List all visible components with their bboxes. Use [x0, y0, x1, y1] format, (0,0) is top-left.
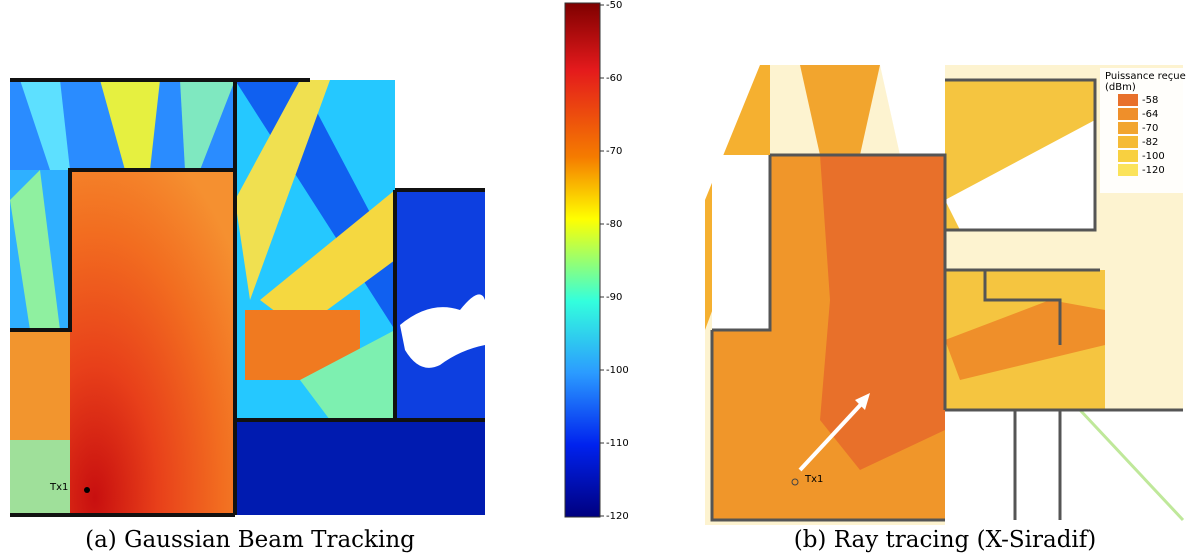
legend-swatch	[1118, 108, 1138, 120]
legend-label: -100	[1142, 151, 1165, 162]
tick-label: -110	[606, 438, 629, 449]
tick-label: -90	[606, 292, 622, 303]
legend-unit: (dBm)	[1105, 82, 1136, 93]
legend-swatch	[1118, 136, 1138, 148]
caption: (b) Ray tracing (X-Siradif)	[794, 527, 1097, 553]
tick-label: -70	[606, 146, 622, 157]
legend-swatch	[1118, 122, 1138, 134]
colorbar	[564, 2, 601, 518]
legend: -58 -64 -70 -82 -100 -120	[1118, 94, 1165, 176]
legend-title: Puissance reçue	[1105, 71, 1186, 82]
tick-label: -80	[606, 219, 622, 230]
tx-label: Tx1	[804, 474, 823, 485]
legend-swatch	[1118, 164, 1138, 176]
heatmap-a: Tx1	[10, 78, 485, 517]
tx-label: Tx1	[49, 482, 68, 493]
legend-label: -70	[1142, 123, 1158, 134]
tick-label: -100	[606, 365, 629, 376]
legend-label: -58	[1142, 95, 1158, 106]
caption: (a) Gaussian Beam Tracking	[85, 527, 415, 553]
legend-swatch	[1118, 150, 1138, 162]
legend-label: -64	[1142, 109, 1158, 120]
legend-label: -82	[1142, 137, 1158, 148]
colorbar-ticks: -50 -60 -70 -80 -90 -100 -110 -120	[600, 0, 629, 522]
tick-label: -60	[606, 73, 622, 84]
legend-label: -120	[1142, 165, 1165, 176]
tick-label: -120	[606, 511, 629, 522]
legend-swatch	[1118, 94, 1138, 106]
heatmap-b: Tx1 Puissance reçue (dBm) -58 -64 -70 -82 -1…	[705, 65, 1190, 525]
tick-label: -50	[606, 0, 622, 11]
